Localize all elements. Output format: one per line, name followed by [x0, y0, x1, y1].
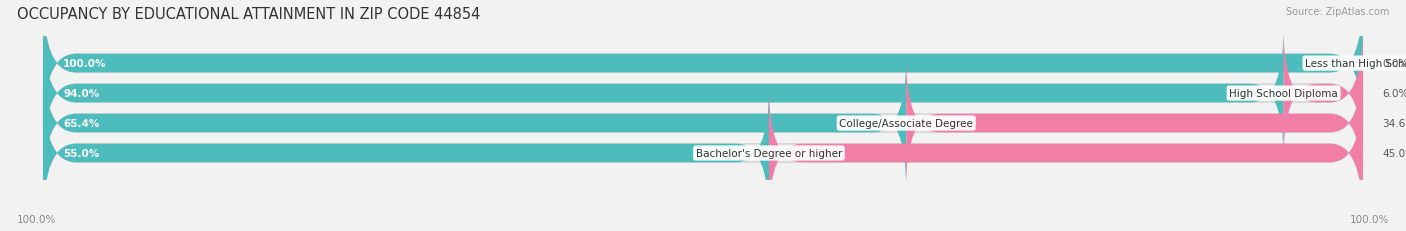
Text: Less than High School: Less than High School [1305, 59, 1406, 69]
Text: 34.6%: 34.6% [1382, 119, 1406, 128]
FancyBboxPatch shape [44, 58, 907, 189]
FancyBboxPatch shape [1284, 28, 1362, 159]
Text: 6.0%: 6.0% [1382, 89, 1406, 99]
Text: Bachelor's Degree or higher: Bachelor's Degree or higher [696, 148, 842, 158]
FancyBboxPatch shape [44, 0, 1362, 129]
FancyBboxPatch shape [44, 88, 1362, 219]
Text: High School Diploma: High School Diploma [1229, 89, 1339, 99]
FancyBboxPatch shape [44, 0, 1362, 129]
Text: 45.0%: 45.0% [1382, 148, 1406, 158]
Text: 100.0%: 100.0% [17, 214, 56, 224]
Text: Source: ZipAtlas.com: Source: ZipAtlas.com [1285, 7, 1389, 17]
Text: 65.4%: 65.4% [63, 119, 100, 128]
FancyBboxPatch shape [769, 88, 1362, 219]
Text: 55.0%: 55.0% [63, 148, 100, 158]
FancyBboxPatch shape [44, 58, 1362, 189]
FancyBboxPatch shape [44, 88, 769, 219]
FancyBboxPatch shape [44, 28, 1284, 159]
Text: OCCUPANCY BY EDUCATIONAL ATTAINMENT IN ZIP CODE 44854: OCCUPANCY BY EDUCATIONAL ATTAINMENT IN Z… [17, 7, 481, 22]
FancyBboxPatch shape [907, 58, 1362, 189]
Text: College/Associate Degree: College/Associate Degree [839, 119, 973, 128]
Text: 100.0%: 100.0% [1350, 214, 1389, 224]
Text: 100.0%: 100.0% [63, 59, 107, 69]
FancyBboxPatch shape [44, 28, 1362, 159]
Text: 94.0%: 94.0% [63, 89, 100, 99]
Text: 0.0%: 0.0% [1382, 59, 1406, 69]
